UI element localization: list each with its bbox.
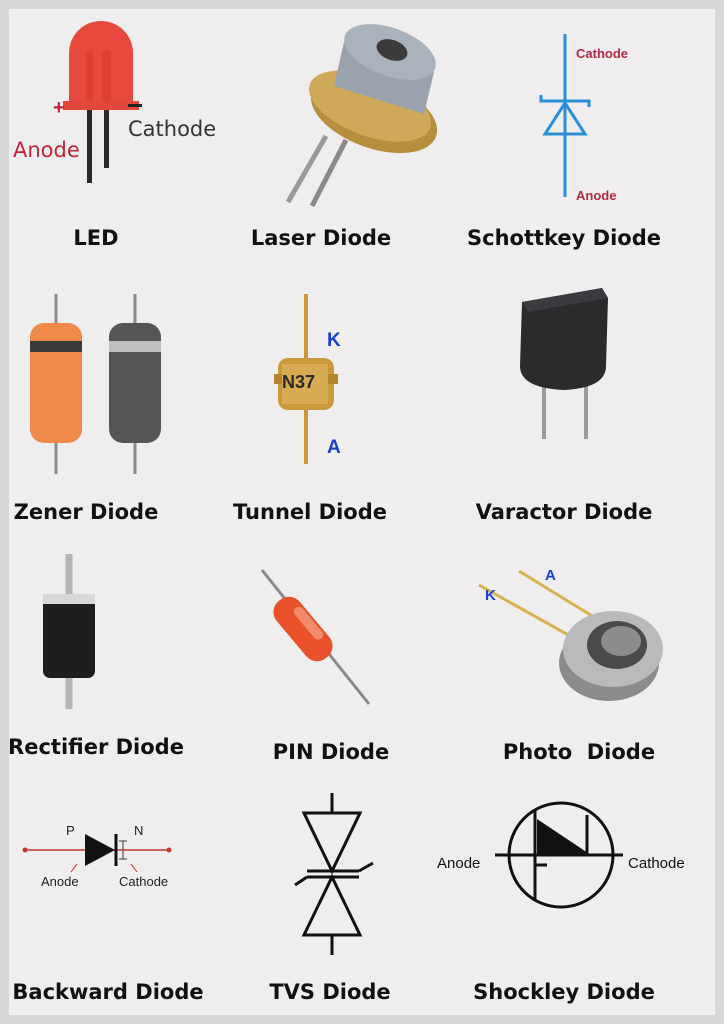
shockley-cathode-label: Cathode: [628, 855, 685, 872]
led-component-icon: + Anode Cathode: [9, 9, 229, 219]
backward-diode-symbol-icon: P N Anode Cathode: [19, 814, 179, 894]
backward-p-label: P: [66, 823, 75, 838]
led-cathode-label: Cathode: [128, 117, 217, 141]
caption-led: LED: [73, 226, 119, 250]
caption-tvs-diode: TVS Diode: [269, 980, 391, 1004]
schottky-anode-label: Anode: [576, 188, 617, 203]
caption-pin-diode: PIN Diode: [272, 740, 390, 764]
pin-diode-icon: [254, 564, 384, 714]
caption-schottky-diode: Schottkey Diode: [466, 226, 662, 250]
tunnel-k-label: K: [327, 330, 341, 351]
caption-photo-diode: Photo Diode: [502, 740, 656, 764]
schottky-cathode-label: Cathode: [576, 46, 628, 61]
backward-cathode-label: Cathode: [119, 874, 169, 889]
diode-types-card: + Anode Cathode LED Laser Diode Cathode …: [8, 9, 715, 1015]
shockley-anode-label: Anode: [437, 855, 481, 872]
caption-rectifier-diode: Rectifier Diode: [8, 735, 184, 759]
backward-anode-label: Anode: [41, 874, 79, 889]
photo-a-label: A: [545, 567, 556, 584]
rectifier-diode-icon: [34, 554, 104, 714]
photo-k-label: K: [485, 587, 496, 604]
caption-laser-diode: Laser Diode: [250, 226, 392, 250]
tvs-diode-symbol-icon: [279, 789, 409, 959]
tunnel-a-label: A: [327, 437, 341, 458]
caption-shockley-diode: Shockley Diode: [473, 980, 655, 1004]
led-plus-sign: +: [53, 97, 65, 119]
caption-backward-diode: Backward Diode: [12, 980, 204, 1004]
caption-zener-diode: Zener Diode: [13, 500, 159, 524]
backward-n-label: N: [134, 823, 144, 838]
schottky-symbol-icon: Cathode Anode: [519, 29, 639, 204]
tunnel-diode-icon: N37 K A: [264, 294, 374, 469]
caption-varactor-diode: Varactor Diode: [475, 500, 653, 524]
caption-tunnel-diode: Tunnel Diode: [233, 500, 387, 524]
varactor-diode-icon: [514, 284, 614, 444]
photo-diode-icon: K A: [469, 557, 669, 707]
zener-diode-icon: [19, 289, 169, 479]
laser-diode-icon: [274, 14, 454, 209]
tunnel-marking: N37: [282, 372, 316, 392]
led-anode-label: Anode: [13, 138, 80, 162]
shockley-diode-symbol-icon: Anode Cathode: [437, 799, 707, 909]
